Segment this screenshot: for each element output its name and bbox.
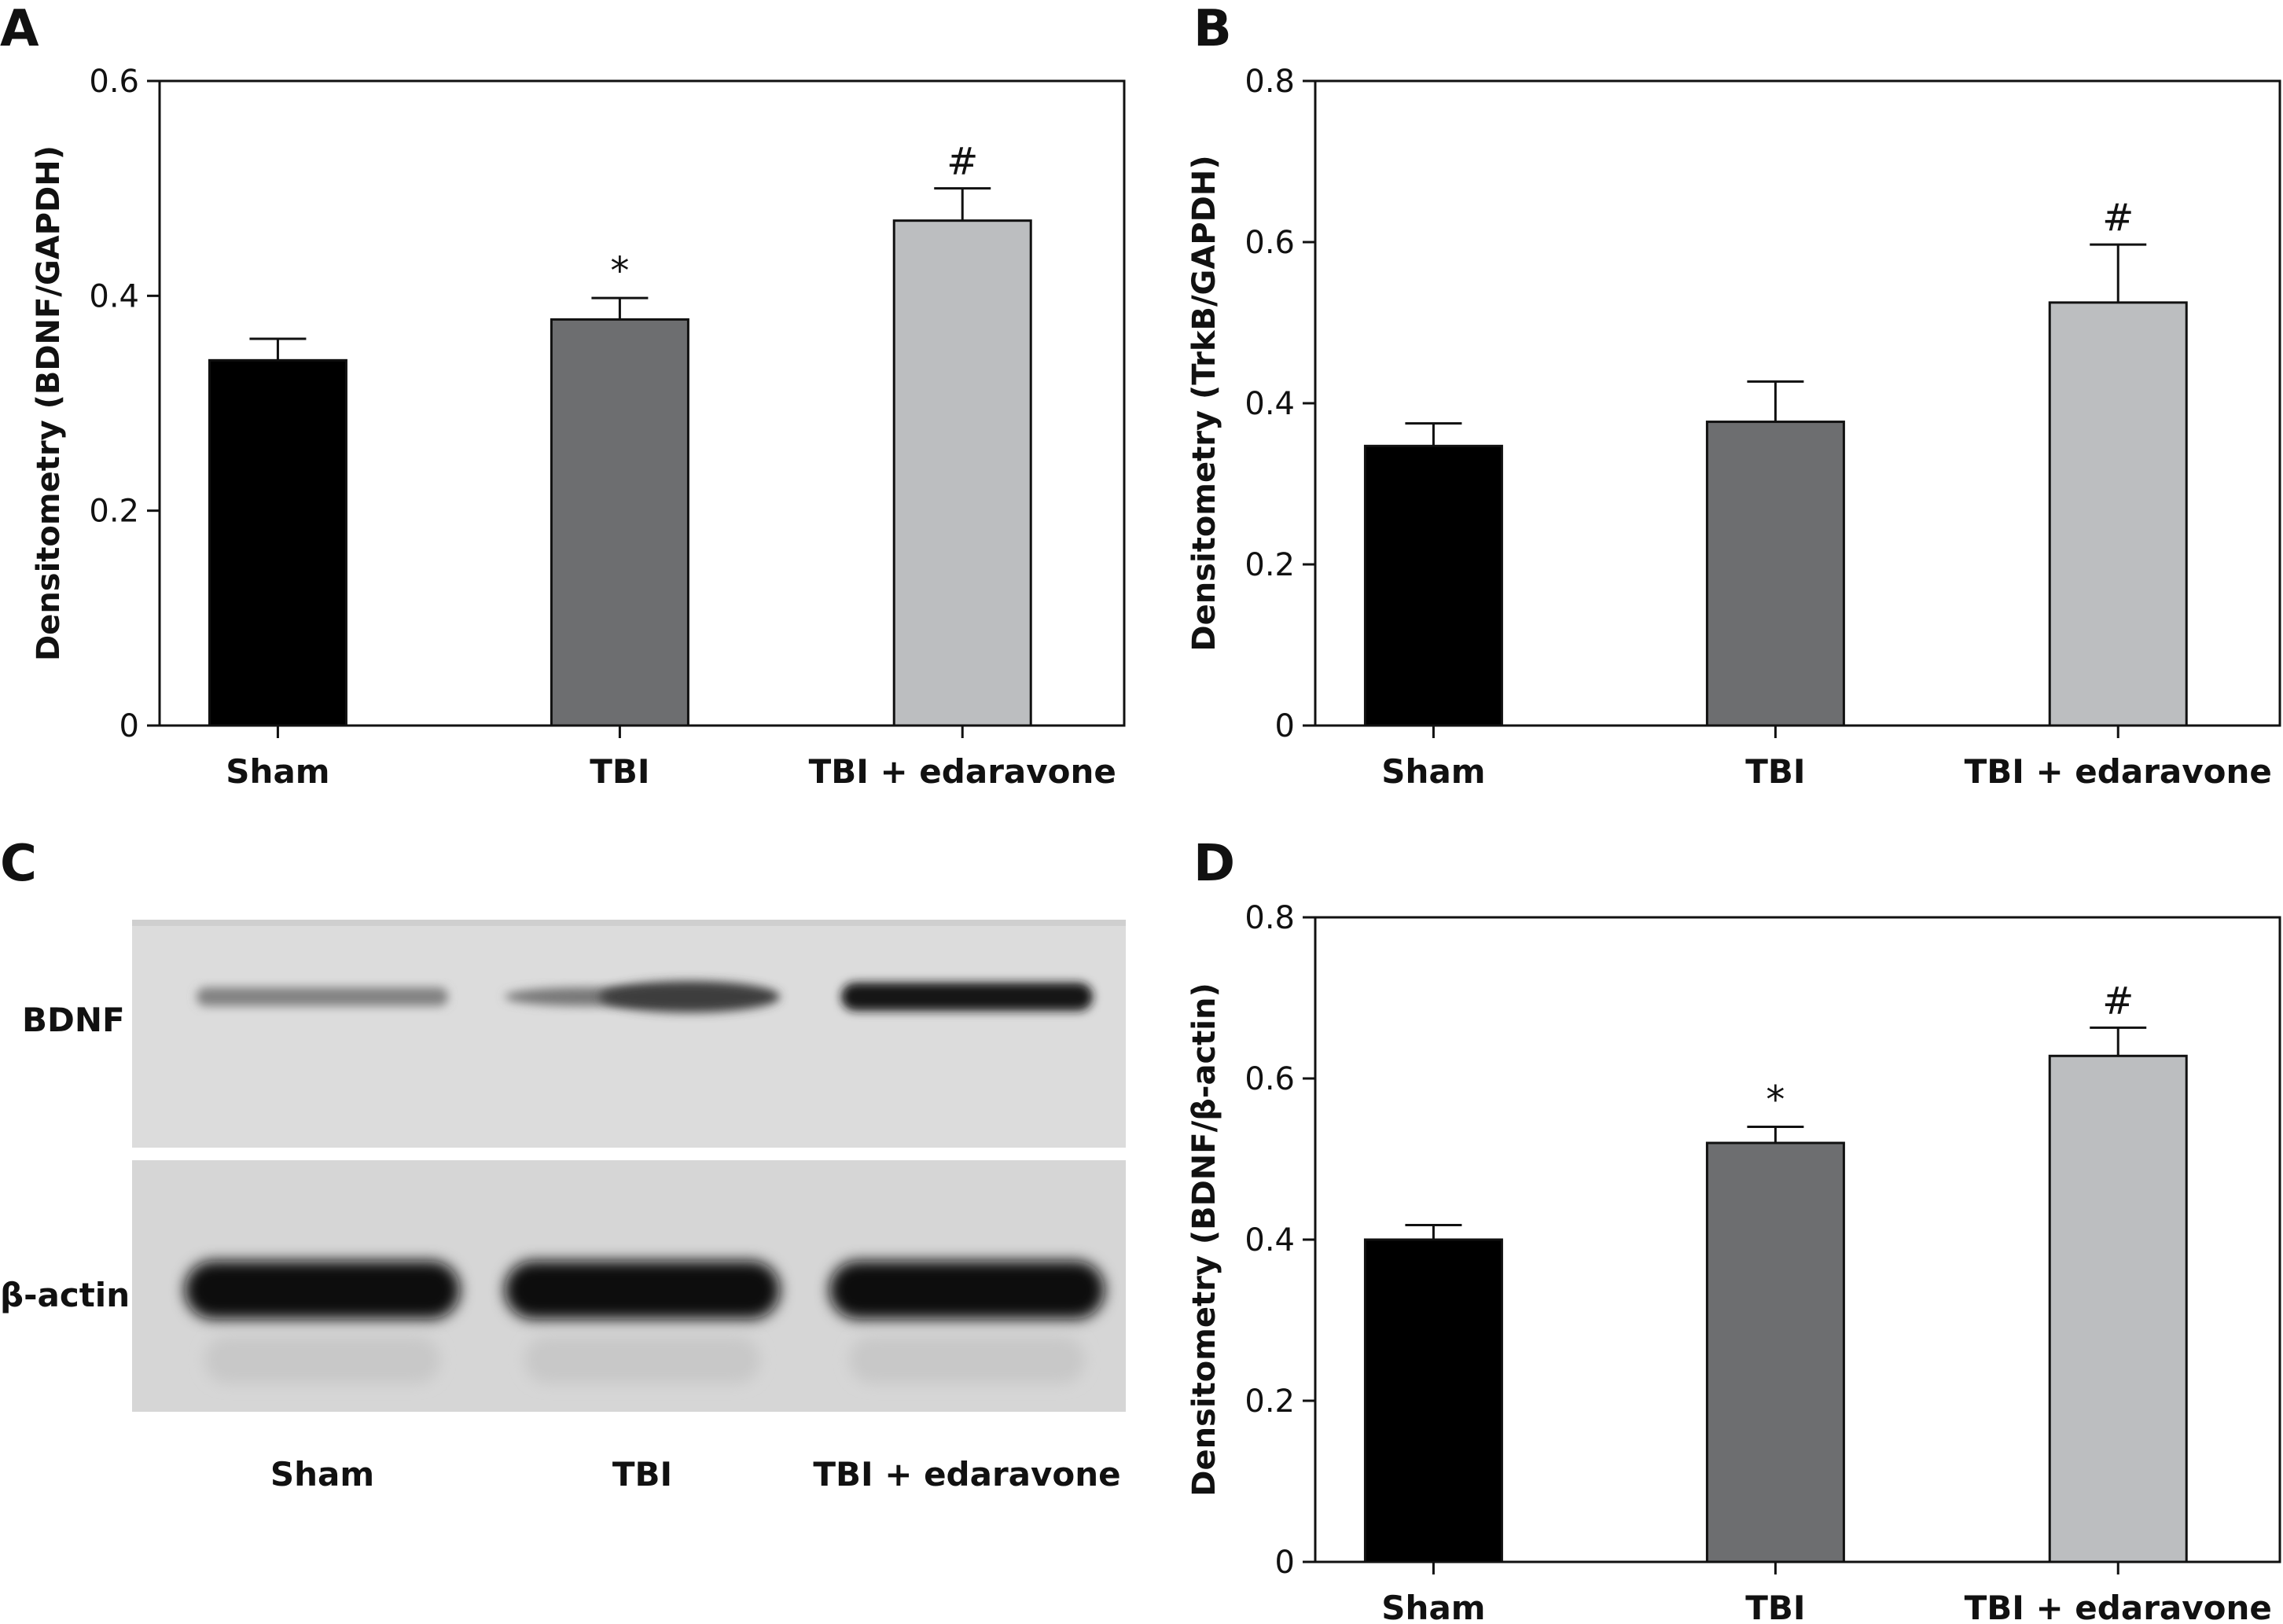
actin-smear-2 [849,1336,1085,1383]
bar-b-0 [1363,444,1503,727]
x-category-label: TBI + edaravone [809,752,1116,791]
bar-b-2 [2048,301,2188,727]
bar-b-1 [1705,421,1845,727]
bdnf-band-0 [197,987,448,1006]
bdnf-band-tbi [599,981,780,1012]
bar-a-2 [892,219,1032,727]
actin-band-1 [505,1261,780,1319]
y-axis-title: Densitometry (BDNF/β-actin) [1186,983,1222,1497]
x-category-label: Sham [226,752,329,791]
western-blot: BDNF β-actin Sham TBI TBI + edaravone [0,920,1126,1494]
actin-smear-0 [204,1336,440,1383]
significance-mark: # [2102,979,2134,1023]
y-axis-title: Densitometry (TrkB/GAPDH) [1186,155,1222,651]
bar-a-0 [208,358,347,727]
y-tick-label: 0 [1275,708,1295,744]
y-tick-label: 0.4 [1244,1222,1295,1258]
significance-mark: * [1766,1078,1785,1122]
bar-d-2 [2048,1054,2188,1563]
y-tick-label: 0.6 [1244,225,1295,261]
bar-a-1 [550,318,689,727]
bar-d-0 [1363,1238,1503,1563]
panel-letter-c: C [0,835,37,893]
panel-letter-d: D [1193,835,1235,893]
y-axis-title: Densitometry (BDNF/GAPDH) [31,145,67,661]
significance-mark: * [610,249,629,293]
y-tick-label: 0.6 [89,64,139,100]
x-category-label: TBI [1745,1589,1805,1624]
actin-band-0 [185,1261,460,1319]
chart-b: 0 0.2 0.4 0.6 0.8 Densitometry (TrkB/GAPDH) Sh… [1186,64,2281,791]
y-tick-label: 0 [1275,1545,1295,1581]
y-tick-label: 0.6 [1244,1061,1295,1097]
bdnf-band-2 [841,983,1093,1011]
y-tick-label: 0.8 [1244,64,1295,100]
y-tick-label: 0 [119,708,139,744]
y-tick-label: 0.4 [89,278,139,314]
y-tick-label: 0.4 [1244,386,1295,422]
blot-lane-label-tbi-edaravone: TBI + edaravone [813,1455,1120,1494]
y-tick-label: 0.8 [1244,900,1295,936]
blot-lane-label-sham: Sham [270,1455,374,1494]
blot-row-label-bdnf: BDNF [22,1001,125,1039]
x-category-label: TBI [1745,752,1805,791]
significance-mark: # [947,140,978,184]
blot-row-label-actin: β-actin [0,1276,130,1314]
x-category-label: TBI [590,752,649,791]
x-category-label: Sham [1381,752,1485,791]
blot-smear-top [132,920,1126,926]
actin-smear-1 [524,1336,760,1383]
x-category-label: TBI + edaravone [1965,1589,2272,1624]
bar-d-1 [1705,1141,1845,1563]
blot-strip-bdnf [132,920,1126,1148]
y-tick-label: 0.2 [1244,547,1295,583]
y-tick-label: 0.2 [1244,1383,1295,1420]
x-category-label: Sham [1381,1589,1485,1624]
y-tick-label: 0.2 [89,494,139,530]
blot-lane-label-tbi: TBI [612,1455,672,1494]
chart-d: 0 0.2 0.4 0.6 0.8 Densitometry (BDNF/β-actin)… [1186,900,2281,1624]
panel-letter-b: B [1193,0,1232,58]
chart-a: 0 0.2 0.4 0.6 Densitometry (BDNF/GAPDH) Sham *… [31,64,1126,791]
significance-mark: # [2102,196,2134,240]
actin-band-2 [829,1261,1105,1319]
panel-letter-a: A [0,0,39,58]
blot-bands [185,981,1105,1383]
x-category-label: TBI + edaravone [1965,752,2272,791]
